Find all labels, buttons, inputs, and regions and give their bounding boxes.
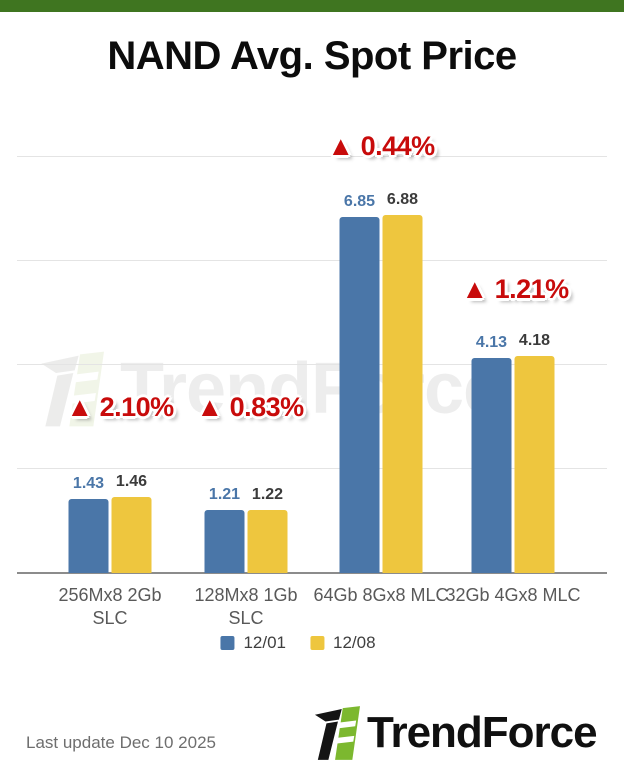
legend-item: 12/08: [310, 633, 376, 653]
bar-group: 1.21 1.22: [204, 486, 288, 573]
legend-item: 12/01: [220, 633, 286, 653]
legend-label: 12/08: [333, 633, 376, 652]
bar-12/01: 6.85: [339, 193, 380, 573]
bar-12/08: 6.88: [382, 191, 423, 573]
bar-value-label: 6.88: [386, 191, 419, 209]
legend-swatch: [310, 636, 324, 650]
bar-12/01: 1.43: [68, 475, 109, 573]
bar-12/08: 1.46: [111, 473, 152, 573]
bar-12/01: 4.13: [471, 334, 512, 573]
gridline: [17, 364, 607, 365]
change-percent-label: ▲ 0.44%: [327, 131, 435, 161]
legend-label: 12/01: [243, 633, 286, 652]
bar-12/08: 1.22: [247, 486, 288, 573]
legend: 12/01 12/08: [220, 633, 376, 653]
bar-group: 6.85 6.88: [339, 191, 423, 573]
legend-swatch: [220, 636, 235, 650]
bar-value-label: 6.85: [343, 192, 376, 210]
bar-value-label: 1.21: [208, 486, 241, 504]
x-axis-label: 256Mx8 2Gb SLC: [58, 585, 162, 628]
top-accent-bar: [0, 0, 624, 12]
x-axis-label: 64Gb 8Gx8 MLC: [313, 585, 449, 605]
gridline: [17, 260, 607, 261]
bar-group: 4.13 4.18: [471, 332, 555, 573]
x-axis-label: 128Mx8 1Gb SLC: [194, 585, 298, 628]
bar-value-label: 4.18: [518, 331, 551, 349]
bar-12/01: 1.21: [204, 486, 245, 573]
last-update-text: Last update Dec 10 2025: [26, 733, 216, 752]
gridline: [17, 156, 607, 157]
trendforce-logo-icon: [314, 706, 360, 760]
bar-group: 1.43 1.46: [68, 473, 152, 573]
bar-value-label: 1.43: [72, 474, 105, 492]
brand-logo: TrendForce: [314, 706, 598, 760]
bar-value-label: 4.13: [475, 334, 508, 352]
brand-name: TrendForce: [367, 708, 598, 757]
bar-12/08: 4.18: [514, 332, 555, 573]
x-axis-line: [17, 572, 607, 574]
change-percent-label: ▲ 1.21%: [461, 274, 569, 304]
change-percent-label: ▲ 0.83%: [196, 392, 304, 422]
gridline: [17, 468, 607, 469]
bar-value-label: 1.22: [251, 485, 284, 503]
page-title: NAND Avg. Spot Price: [107, 34, 517, 78]
bar-value-label: 1.46: [115, 473, 148, 491]
x-axis-label: 32Gb 4Gx8 MLC: [445, 585, 581, 605]
plot-area: 1.43 1.46 ▲ 2.10% 256Mx8 2Gb SLC 1.21 1.22 ▲ 0…: [17, 105, 607, 628]
change-percent-label: ▲ 2.10%: [66, 392, 174, 422]
